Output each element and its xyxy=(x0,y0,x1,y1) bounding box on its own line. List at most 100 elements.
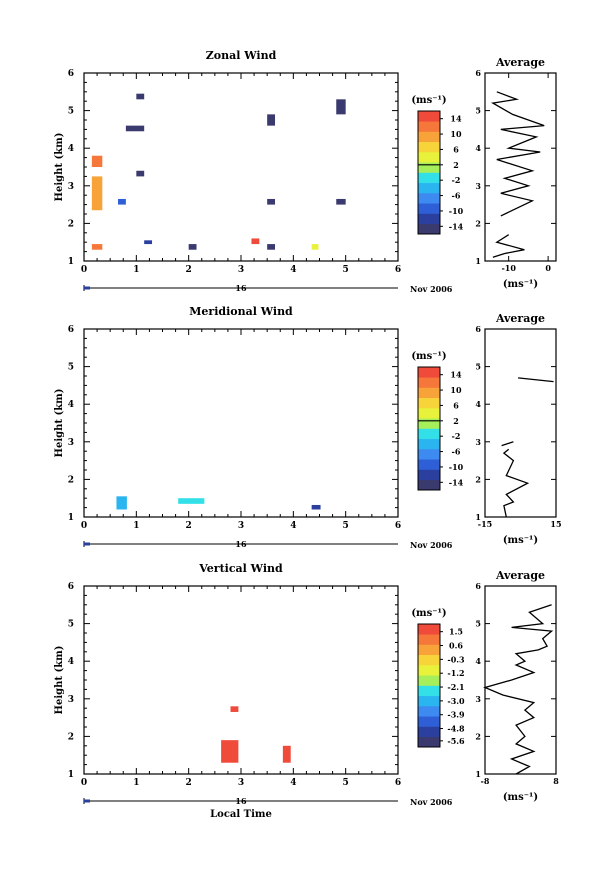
colorbar-band xyxy=(418,408,440,419)
colorbar-band xyxy=(418,685,440,697)
data-cell-0 xyxy=(136,93,145,100)
colorbar-unit: (ms⁻¹) xyxy=(411,351,446,362)
y-tick-label: 5 xyxy=(68,363,74,373)
plot-frame xyxy=(83,585,399,775)
data-cell-4 xyxy=(267,114,276,126)
average-profile-line-0 xyxy=(483,604,554,775)
colorbar-band xyxy=(418,111,440,122)
y-tick-label: 5 xyxy=(68,107,74,117)
x-tick-label: 4 xyxy=(290,521,296,531)
colorbar-band xyxy=(418,716,440,727)
date-label: Nov 2006 xyxy=(410,797,453,807)
average-x-label: (ms⁻¹) xyxy=(503,535,538,546)
colorbar-band xyxy=(418,726,440,738)
y-tick-label: 2 xyxy=(68,732,74,742)
x-tick-label: 6 xyxy=(395,778,401,788)
average-y-tick-label: 3 xyxy=(475,694,481,704)
y-tick-label: 3 xyxy=(68,182,74,192)
colorbar-band xyxy=(418,624,440,635)
colorbar-tick-label: 0.6 xyxy=(449,641,463,651)
x-tick-label: 3 xyxy=(238,778,244,788)
colorbar-tick-label: -4.8 xyxy=(447,724,465,734)
colorbar-tick-label: -3.9 xyxy=(447,710,465,720)
colorbar-unit: (ms⁻¹) xyxy=(411,608,446,619)
average-title: Average xyxy=(495,569,545,582)
y-tick-label: 6 xyxy=(68,325,74,335)
data-cell-0 xyxy=(116,496,127,510)
colorbar-band xyxy=(418,459,440,470)
y-tick-label: 6 xyxy=(68,582,74,592)
x-axis-label: Local Time xyxy=(210,809,272,820)
x-tick-label: 1 xyxy=(133,778,139,788)
day-axis-marker xyxy=(84,799,90,803)
average-x-tick-label: -10 xyxy=(501,263,516,273)
data-cell-12 xyxy=(311,244,319,250)
data-cell-13 xyxy=(91,244,103,250)
y-tick-label: 2 xyxy=(68,219,74,229)
colorbar-band xyxy=(418,377,440,388)
average-title: Average xyxy=(495,312,545,325)
colorbar-band xyxy=(418,634,440,645)
data-cell-15 xyxy=(91,176,103,211)
average-y-tick-label: 2 xyxy=(475,218,481,228)
data-cell-2 xyxy=(136,170,145,177)
data-cell-5 xyxy=(267,198,276,205)
average-profile-line-1 xyxy=(490,91,545,217)
colorbar-band xyxy=(418,141,440,153)
colorbar-tick-label: -0.3 xyxy=(447,654,465,664)
y-tick-label: 1 xyxy=(68,770,74,780)
colorbar-tick-label: -3.0 xyxy=(447,696,465,706)
y-tick-label: 3 xyxy=(68,695,74,705)
average-y-tick-label: 5 xyxy=(475,106,481,116)
average-y-tick-label: 4 xyxy=(475,656,481,666)
average-profile-line-0 xyxy=(492,234,525,258)
average-frame xyxy=(484,328,557,518)
average-profile-line-1 xyxy=(501,441,514,447)
x-tick-label: 0 xyxy=(81,778,87,788)
data-cell-6 xyxy=(336,99,346,115)
x-tick-label: 1 xyxy=(133,521,139,531)
y-tick-label: 4 xyxy=(68,144,74,154)
average-x-tick-label: 0 xyxy=(545,263,551,273)
colorbar-band xyxy=(418,193,440,204)
colorbar-band xyxy=(418,367,440,378)
x-tick-label: 4 xyxy=(290,265,296,275)
y-tick-label: 1 xyxy=(68,257,74,267)
x-tick-label: 2 xyxy=(186,521,192,531)
panel-title: Meridional Wind xyxy=(189,305,293,318)
colorbar-unit: (ms⁻¹) xyxy=(411,95,446,106)
average-y-tick-label: 4 xyxy=(475,143,481,153)
colorbar-tick-label: -10 xyxy=(449,462,464,472)
average-y-tick-label: 2 xyxy=(475,474,481,484)
x-tick-label: 4 xyxy=(290,778,296,788)
colorbar-frame xyxy=(417,110,441,235)
data-cell-7 xyxy=(336,198,346,205)
colorbar-band xyxy=(418,665,440,676)
y-tick-label: 4 xyxy=(68,400,74,410)
colorbar-band xyxy=(418,162,440,173)
average-y-tick-label: 1 xyxy=(475,769,481,779)
day-label: 16 xyxy=(235,539,247,549)
average-y-tick-label: 6 xyxy=(475,68,481,78)
panel-title: Vertical Wind xyxy=(198,562,283,575)
colorbar-band xyxy=(418,736,440,748)
colorbar-tick-label: -2 xyxy=(452,431,461,441)
x-tick-label: 0 xyxy=(81,521,87,531)
colorbar-band xyxy=(418,469,440,481)
x-tick-label: 1 xyxy=(133,265,139,275)
colorbar-frame xyxy=(417,623,441,748)
average-y-tick-label: 1 xyxy=(475,256,481,266)
colorbar-tick-label: -10 xyxy=(449,206,464,216)
data-cell-10 xyxy=(251,238,260,245)
average-profile-line-2 xyxy=(518,377,554,383)
average-profile-line-0 xyxy=(502,448,530,518)
panel-title: Zonal Wind xyxy=(206,49,277,62)
colorbar-tick-label: -1.2 xyxy=(447,668,464,678)
average-x-label: (ms⁻¹) xyxy=(503,279,538,290)
colorbar-band xyxy=(418,428,440,440)
y-tick-label: 2 xyxy=(68,475,74,485)
data-cell-1 xyxy=(178,498,205,504)
